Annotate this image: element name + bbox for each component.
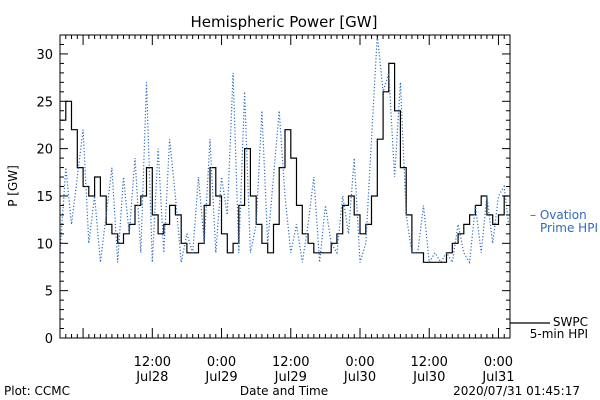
x-axis-label: Date and Time [240,384,328,398]
ovation-prime-hpi-line [59,34,510,265]
footer-credit: Plot: CCMC [4,384,70,398]
swpc-legend-label: SWPC [553,315,588,329]
ovation-legend-label: – Ovation [530,208,587,222]
x-tick-date-label: Jul29 [204,370,237,385]
y-tick-label: 20 [36,143,53,158]
x-tick-time-label: 0:00 [484,355,513,370]
x-tick-time-label: 12:00 [134,355,171,370]
footer-timestamp: 2020/07/31 01:45:17 [453,384,580,398]
y-tick-label: 15 [36,190,53,205]
swpc-hpi-line [60,62,509,263]
swpc-legend-label: 5-min HPI [530,327,588,341]
y-tick-label: 5 [45,285,53,300]
y-tick-label: 10 [36,237,53,252]
plot-frame [59,34,511,339]
ovation-legend-label: Prime HPI [540,221,598,235]
x-tick-time-label: 12:00 [410,355,447,370]
x-tick-date-label: Jul31 [481,370,514,385]
y-tick-label: 25 [36,95,53,110]
x-tick-time-label: 12:00 [272,355,309,370]
x-tick-date-label: Jul29 [274,370,307,385]
x-tick-time-label: 0:00 [207,355,236,370]
x-tick-date-label: Jul28 [135,370,168,385]
chart-title: Hemispheric Power [GW] [191,13,378,31]
x-tick-date-label: Jul30 [343,370,376,385]
x-tick-date-label: Jul30 [412,370,445,385]
y-tick-label: 0 [45,332,53,347]
y-axis-label: P [GW] [6,165,20,207]
y-tick-label: 30 [36,48,53,63]
x-tick-time-label: 0:00 [345,355,374,370]
